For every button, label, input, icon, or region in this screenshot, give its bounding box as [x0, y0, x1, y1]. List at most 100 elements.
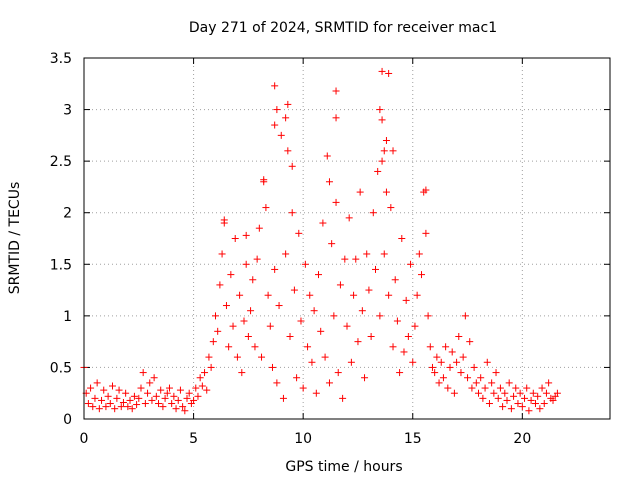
data-point: [122, 389, 130, 397]
data-point: [124, 403, 132, 411]
data-point: [264, 291, 272, 299]
data-point: [501, 389, 509, 397]
data-point: [152, 392, 160, 400]
x-tick-label: 15: [404, 431, 422, 447]
data-point: [483, 358, 491, 366]
data-point: [271, 82, 279, 90]
data-point: [336, 281, 344, 289]
data-point: [503, 396, 511, 404]
data-point: [382, 137, 390, 145]
data-point: [466, 338, 474, 346]
data-point: [323, 152, 331, 160]
data-point: [253, 255, 261, 263]
data-point: [492, 369, 500, 377]
data-point: [181, 407, 189, 415]
data-point: [312, 389, 320, 397]
data-point: [332, 114, 340, 122]
data-point: [343, 322, 351, 330]
data-point: [385, 291, 393, 299]
data-point: [514, 400, 522, 408]
data-point: [404, 332, 412, 340]
data-point: [288, 209, 296, 217]
data-point: [207, 363, 215, 371]
data-point: [301, 260, 309, 268]
data-point: [163, 389, 171, 397]
data-point: [161, 394, 169, 402]
data-point: [98, 396, 106, 404]
data-point: [518, 403, 526, 411]
data-point: [361, 374, 369, 382]
data-point: [192, 384, 200, 392]
data-point: [128, 405, 136, 413]
x-tick-label: 5: [189, 431, 198, 447]
data-point: [273, 106, 281, 114]
data-point: [255, 224, 263, 232]
data-point: [328, 240, 336, 248]
data-point: [244, 332, 252, 340]
data-point: [117, 403, 125, 411]
data-point: [431, 369, 439, 377]
data-point: [521, 394, 529, 402]
data-point: [475, 389, 482, 397]
data-point: [135, 394, 143, 402]
data-point: [529, 389, 537, 397]
data-point: [512, 384, 520, 392]
data-point: [389, 343, 397, 351]
data-point: [133, 401, 141, 409]
data-point: [534, 392, 542, 400]
data-point: [387, 204, 395, 212]
y-axis-label: SRMTID / TECUs: [7, 182, 23, 295]
data-point: [284, 100, 292, 108]
y-tick-label: 1: [63, 309, 72, 325]
data-point: [369, 209, 377, 217]
data-point: [468, 384, 476, 392]
data-point: [330, 312, 338, 320]
data-point: [523, 384, 531, 392]
data-point: [310, 307, 318, 315]
data-point: [461, 312, 469, 320]
data-point: [282, 250, 290, 258]
data-point: [380, 147, 388, 155]
data-point: [354, 338, 362, 346]
data-point: [304, 343, 312, 351]
data-point: [422, 229, 430, 237]
data-point: [413, 291, 421, 299]
data-point: [450, 389, 458, 397]
data-point: [227, 271, 235, 279]
y-tick-label: 3: [63, 103, 72, 119]
data-point: [507, 405, 515, 413]
data-point: [371, 265, 379, 273]
data-point: [407, 260, 415, 268]
data-point: [439, 374, 447, 382]
data-point: [444, 384, 452, 392]
data-point: [236, 291, 244, 299]
data-point: [119, 398, 127, 406]
data-point: [87, 384, 95, 392]
data-point: [273, 379, 281, 387]
data-point: [402, 296, 410, 304]
data-point: [108, 382, 116, 390]
data-point: [299, 384, 307, 392]
data-point: [209, 338, 217, 346]
data-point: [393, 317, 401, 325]
data-point: [332, 87, 340, 95]
data-point: [485, 400, 493, 408]
data-point: [214, 327, 222, 335]
data-point: [268, 363, 276, 371]
data-point: [319, 219, 327, 227]
data-point: [218, 250, 226, 258]
data-point: [279, 394, 287, 402]
data-point: [251, 343, 259, 351]
data-point: [231, 235, 239, 242]
data-point: [190, 396, 198, 404]
data-point: [490, 389, 498, 397]
data-point: [115, 386, 123, 394]
y-tick-label: 1.5: [50, 257, 72, 273]
data-point: [339, 394, 347, 402]
data-point: [91, 394, 99, 402]
data-point: [262, 204, 270, 212]
data-point: [527, 396, 535, 404]
data-point: [391, 276, 399, 284]
data-point: [271, 265, 279, 273]
